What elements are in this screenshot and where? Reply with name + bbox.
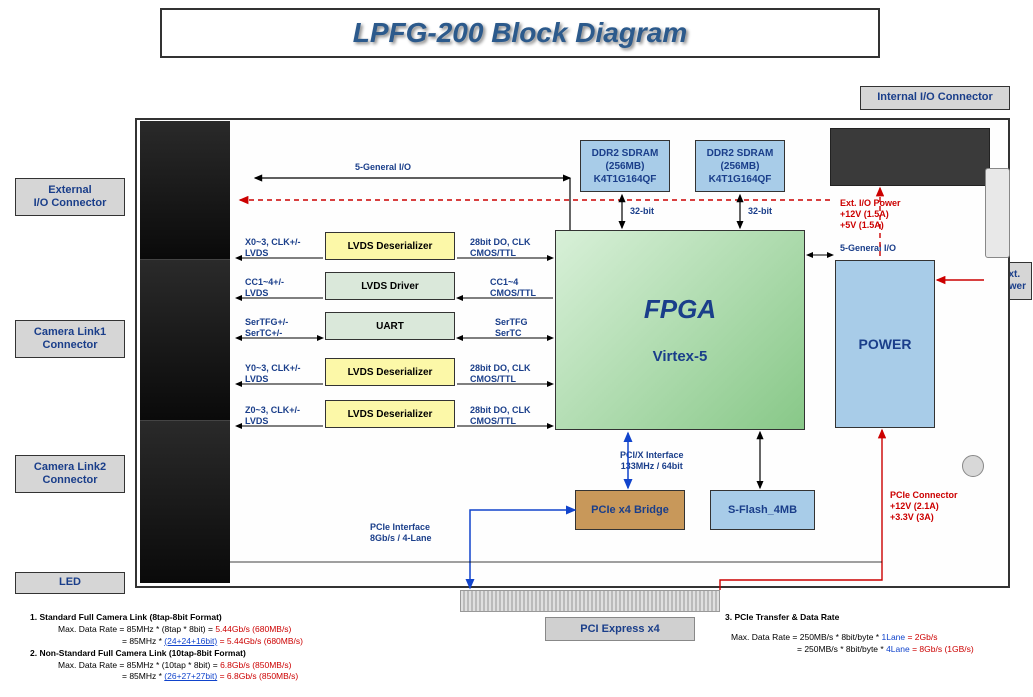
footer-right: 3. PCIe Transfer & Data Rate Max. Data R…	[725, 612, 1025, 656]
ext-power-conn	[985, 168, 1010, 258]
sig-extio-pwr: Ext. I/O Power +12V (1.5A) +5V (1.5A)	[840, 198, 901, 230]
mounting-hole	[962, 455, 984, 477]
external-io-label: External I/O Connector	[15, 178, 125, 216]
sig-gen-io-r: 5-General I/O	[840, 243, 896, 254]
f2a-red: 6.8Gb/s (850MB/s)	[220, 660, 291, 670]
f1b-red: = 5.44Gb/s (680MB/s)	[217, 636, 303, 646]
led-label: LED	[15, 572, 125, 594]
sig-y0: Y0~3, CLK+/- LVDS	[245, 363, 301, 385]
fpga-sub: Virtex-5	[653, 347, 708, 367]
cam1-label: Camera Link1 Connector	[15, 320, 125, 358]
f3b-blue: 4Lane	[886, 644, 910, 654]
uart: UART	[325, 312, 455, 340]
fpga-title: FPGA	[644, 293, 716, 327]
sig-pcix: PCI/X Interface 133MHz / 64bit	[620, 450, 684, 472]
sig-x0: X0~3, CLK+/- LVDS	[245, 237, 301, 259]
lvds-deser2: LVDS Deserializer	[325, 358, 455, 386]
sdram2-l3: K4T1G164QF	[709, 173, 772, 186]
sdram1: DDR2 SDRAM (256MB) K4T1G164QF	[580, 140, 670, 192]
pcb-strip	[140, 121, 230, 583]
f3a: Max. Data Rate = 250MB/s * 8bit/byte *	[731, 632, 881, 642]
sig-sertfg-r: SerTFG SerTC	[495, 317, 528, 339]
f1b: = 85MHz *	[122, 636, 164, 646]
f3a-blue: 1Lane	[881, 632, 905, 642]
fpga: FPGA Virtex-5	[555, 230, 805, 430]
sdram2: DDR2 SDRAM (256MB) K4T1G164QF	[695, 140, 785, 192]
f1-title: 1. Standard Full Camera Link (8tap-8bit …	[30, 612, 222, 622]
f3a-end: = 2Gb/s	[905, 632, 937, 642]
sig-32bit-1: 32-bit	[630, 206, 654, 217]
f2b-blue: (26+27+27bit)	[164, 671, 217, 681]
pcie-slot: PCI Express x4	[545, 617, 695, 641]
sig-cc1: CC1~4+/- LVDS	[245, 277, 284, 299]
f1a: Max. Data Rate = 85MHz * (8tap * 8bit) =	[58, 624, 215, 634]
cam2-label: Camera Link2 Connector	[15, 455, 125, 493]
f3b: = 250MB/s * 8bit/byte *	[797, 644, 886, 654]
f3b-end: = 8Gb/s (1GB/s)	[910, 644, 974, 654]
f3-title: 3. PCIe Transfer & Data Rate	[725, 612, 839, 622]
f2a: Max. Data Rate = 85MHz * (10tap * 8bit) …	[58, 660, 220, 670]
f1a-red: 5.44Gb/s (680MB/s)	[215, 624, 291, 634]
sig-sertfg-l: SerTFG+/- SerTC+/-	[245, 317, 288, 339]
diagram-title: LPFG-200 Block Diagram	[353, 17, 688, 49]
sdram1-l2: (256MB)	[606, 160, 645, 173]
sflash: S-Flash_4MB	[710, 490, 815, 530]
f1b-blue: (24+24+16bit)	[164, 636, 217, 646]
sdram1-l1: DDR2 SDRAM	[592, 147, 659, 160]
lvds-driver: LVDS Driver	[325, 272, 455, 300]
sig-do1: 28bit DO, CLK CMOS/TTL	[470, 237, 531, 259]
sig-gen-io: 5-General I/O	[355, 162, 411, 173]
internal-io-label: Internal I/O Connector	[860, 86, 1010, 110]
pcie-bridge: PCIe x4 Bridge	[575, 490, 685, 530]
power-block: POWER	[835, 260, 935, 428]
title-box: LPFG-200 Block Diagram	[160, 8, 880, 58]
f2b: = 85MHz *	[122, 671, 164, 681]
f2b-red: = 6.8Gb/s (850MB/s)	[217, 671, 298, 681]
sig-32bit-2: 32-bit	[748, 206, 772, 217]
sdram1-l3: K4T1G164QF	[594, 173, 657, 186]
sig-pcie-conn: PCIe Connector +12V (2.1A) +3.3V (3A)	[890, 490, 958, 522]
sdram2-l2: (256MB)	[721, 160, 760, 173]
sig-cc14: CC1~4 CMOS/TTL	[490, 277, 536, 299]
pcie-fingers	[460, 590, 720, 612]
f2-title: 2. Non-Standard Full Camera Link (10tap-…	[30, 648, 246, 658]
lvds-deser1: LVDS Deserializer	[325, 232, 455, 260]
sig-do3: 28bit DO, CLK CMOS/TTL	[470, 405, 531, 427]
sdram2-l1: DDR2 SDRAM	[707, 147, 774, 160]
io-connector-icon	[830, 128, 990, 186]
footer-left: 1. Standard Full Camera Link (8tap-8bit …	[30, 612, 450, 683]
sig-do2: 28bit DO, CLK CMOS/TTL	[470, 363, 531, 385]
sig-pcie-int: PCIe Interface 8Gb/s / 4-Lane	[370, 522, 432, 544]
sig-z0: Z0~3, CLK+/- LVDS	[245, 405, 300, 427]
lvds-deser3: LVDS Deserializer	[325, 400, 455, 428]
